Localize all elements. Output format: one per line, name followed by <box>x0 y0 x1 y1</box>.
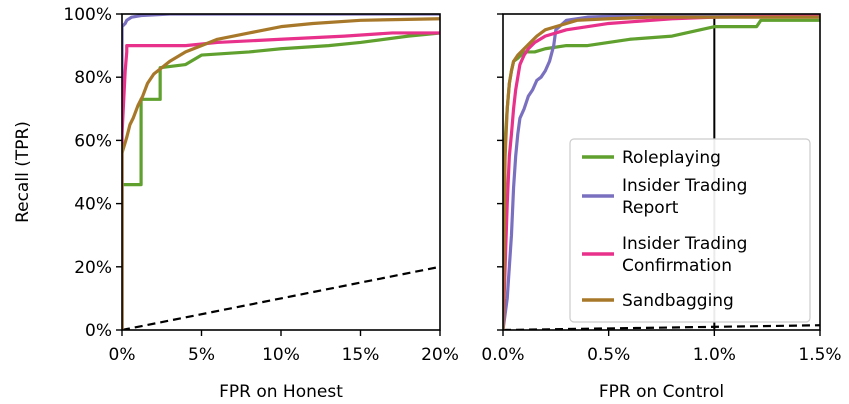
right-x-tick-label: 1.5% <box>798 345 841 365</box>
left-series-insider-trading-confirmation <box>122 31 440 330</box>
legend-label: Sandbagging <box>622 291 734 311</box>
right-series-sandbagging <box>503 15 820 330</box>
right-series-insider-trading-confirmation <box>503 14 820 330</box>
left-series-sandbagging <box>122 17 440 330</box>
left-x-tick-label: 15% <box>342 345 380 365</box>
left-y-tick-label: 80% <box>74 68 112 88</box>
left-chance-line <box>122 265 440 330</box>
right-axes-frame <box>502 13 821 331</box>
legend-label: Insider Trading <box>622 234 747 254</box>
left-panel-honest: 0% 5% 10% 15% 20% 0% 20% 40% 60% 80% 100% FPR on Ho… <box>13 5 459 402</box>
right-x-axis-label: FPR on Control <box>599 382 724 402</box>
left-x-tick-label: 0% <box>109 345 136 365</box>
legend-label: Report <box>622 198 679 218</box>
legend-label: Confirmation <box>622 256 732 276</box>
left-y-tick-label: 40% <box>74 195 112 215</box>
right-x-tick-label: 0.0% <box>481 345 524 365</box>
left-x-tick-label: 5% <box>188 345 215 365</box>
left-y-tick-label: 100% <box>63 5 112 25</box>
legend-box <box>569 138 811 323</box>
left-x-tick-label: 10% <box>262 345 300 365</box>
left-y-tick-label: 20% <box>74 258 112 278</box>
left-x-axis-label: FPR on Honest <box>219 382 343 402</box>
left-y-axis-label: Recall (TPR) <box>13 121 33 223</box>
right-panel-control: 0.0% 0.5% 1.0% 1.5% FPR on Control <box>481 13 842 402</box>
left-y-tick-label: 60% <box>74 131 112 151</box>
right-series-insider-trading-report <box>503 14 820 330</box>
left-x-tick-label: 20% <box>421 345 459 365</box>
legend-label: Roleplaying <box>622 148 721 168</box>
left-series-roleplaying <box>122 31 440 330</box>
right-x-tick-label: 0.5% <box>587 345 630 365</box>
right-x-tick-label: 1.0% <box>693 345 736 365</box>
left-y-tick-label: 0% <box>85 321 112 341</box>
legend-label: Insider Trading <box>622 176 747 196</box>
